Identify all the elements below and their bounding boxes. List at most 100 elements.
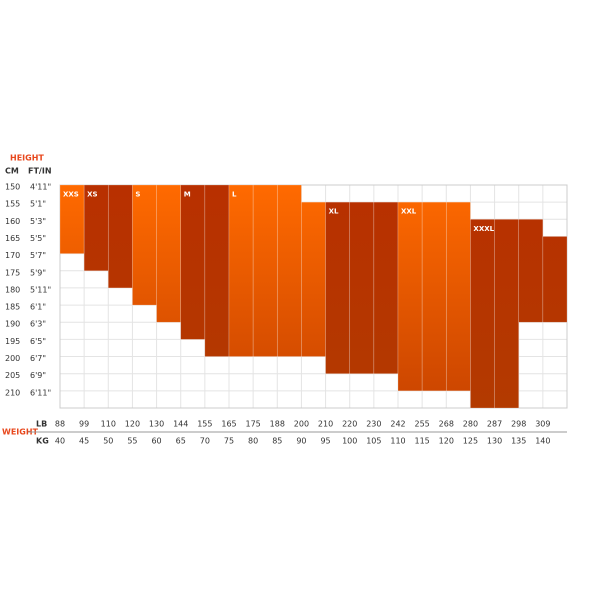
cm-label: 170 <box>5 251 20 260</box>
ft-label: 6'1" <box>30 303 46 312</box>
kg-label: 115 <box>415 437 430 446</box>
cm-label: 190 <box>5 320 20 329</box>
ft-label: 5'5" <box>30 234 46 243</box>
ft-label: 6'11" <box>30 388 51 397</box>
size-cell <box>470 219 495 409</box>
kg-label: 110 <box>390 437 405 446</box>
weight-label: WEIGHT <box>2 428 39 437</box>
kg-label: 55 <box>127 437 137 446</box>
lb-label: 188 <box>270 420 285 429</box>
size-cell <box>325 201 351 374</box>
ft-label: 6'5" <box>30 337 46 346</box>
lb-label: 287 <box>487 420 502 429</box>
lb-label: 165 <box>221 420 236 429</box>
ft-label: 6'3" <box>30 320 46 329</box>
size-cell <box>276 184 302 357</box>
cm-label: 160 <box>5 217 20 226</box>
size-cell <box>397 201 423 392</box>
lb-header: LB <box>36 420 47 429</box>
ft-label: 4'11" <box>30 183 51 192</box>
kg-label: 120 <box>439 437 454 446</box>
size-cell <box>204 184 230 357</box>
kg-label: 65 <box>176 437 186 446</box>
size-cell <box>59 184 85 254</box>
lb-label: 298 <box>511 420 526 429</box>
kg-label: 60 <box>151 437 161 446</box>
height-label: HEIGHT <box>10 154 44 163</box>
size-label: XXXL <box>473 225 494 233</box>
cm-label: 210 <box>5 388 20 397</box>
size-cell <box>228 184 254 357</box>
kg-header: KG <box>36 437 49 446</box>
kg-label: 105 <box>366 437 381 446</box>
size-label: XXS <box>63 191 79 199</box>
lb-label: 175 <box>246 420 261 429</box>
size-cell <box>518 219 544 323</box>
lb-label: 230 <box>366 420 381 429</box>
size-cell <box>349 201 375 374</box>
size-label: XS <box>87 191 97 199</box>
lb-label: 210 <box>318 420 333 429</box>
size-cell <box>421 201 447 392</box>
cm-label: 150 <box>5 183 20 192</box>
cm-header: CM <box>5 167 19 176</box>
lb-label: 200 <box>294 420 309 429</box>
ft-label: 5'1" <box>30 200 46 209</box>
size-label: XXL <box>401 208 417 216</box>
kg-label: 100 <box>342 437 357 446</box>
size-cell <box>373 201 399 374</box>
kg-label: 95 <box>320 437 330 446</box>
size-cell <box>132 184 157 306</box>
cm-label: 185 <box>5 303 20 312</box>
kg-label: 135 <box>511 437 526 446</box>
ftin-header: FT/IN <box>28 167 52 176</box>
kg-label: 50 <box>103 437 113 446</box>
cm-label: 195 <box>5 337 20 346</box>
cm-label: 155 <box>5 200 20 209</box>
kg-label: 40 <box>55 437 65 446</box>
cm-label: 175 <box>5 268 20 277</box>
kg-label: 75 <box>224 437 234 446</box>
kg-label: 90 <box>296 437 306 446</box>
size-cell <box>494 219 520 409</box>
ft-label: 5'11" <box>30 285 51 294</box>
lb-label: 268 <box>439 420 454 429</box>
kg-label: 85 <box>272 437 282 446</box>
size-cell <box>445 201 471 392</box>
size-label: XL <box>329 208 339 216</box>
size-cell <box>180 184 206 340</box>
size-cell <box>107 184 133 289</box>
cm-label: 165 <box>5 234 20 243</box>
lb-label: 155 <box>197 420 212 429</box>
ft-label: 6'7" <box>30 354 46 363</box>
ft-label: 6'9" <box>30 371 46 380</box>
kg-label: 140 <box>535 437 550 446</box>
cm-label: 205 <box>5 371 20 380</box>
ft-label: 5'3" <box>30 217 46 226</box>
lb-label: 280 <box>463 420 478 429</box>
ft-label: 5'7" <box>30 251 46 260</box>
size-cell <box>301 201 326 357</box>
size-label: S <box>135 191 140 199</box>
lb-label: 242 <box>390 420 405 429</box>
size-label: M <box>184 191 191 199</box>
lb-label: 309 <box>535 420 550 429</box>
lb-label: 110 <box>101 420 116 429</box>
kg-label: 130 <box>487 437 502 446</box>
lb-label: 220 <box>342 420 357 429</box>
kg-label: 80 <box>248 437 258 446</box>
kg-label: 70 <box>200 437 210 446</box>
ft-label: 5'9" <box>30 268 46 277</box>
size-label: L <box>232 191 237 199</box>
cm-label: 180 <box>5 285 20 294</box>
lb-label: 255 <box>415 420 430 429</box>
kg-label: 45 <box>79 437 89 446</box>
lb-label: 88 <box>55 420 65 429</box>
kg-label: 125 <box>463 437 478 446</box>
size-cell <box>83 184 109 272</box>
lb-label: 120 <box>125 420 140 429</box>
lb-label: 130 <box>149 420 164 429</box>
size-cell <box>542 236 568 323</box>
